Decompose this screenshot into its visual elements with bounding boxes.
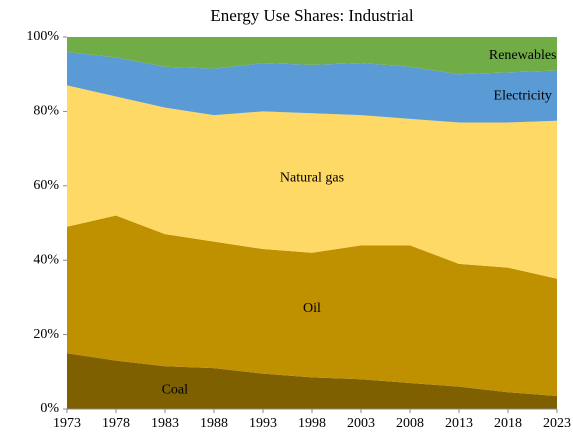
area: [67, 37, 557, 75]
y-tick-label: 60%: [33, 178, 59, 193]
series-label: Coal: [162, 383, 189, 398]
area: [67, 85, 557, 279]
x-tick-label: 1973: [53, 416, 81, 431]
area: [67, 51, 557, 123]
series-label: Natural gas: [280, 171, 344, 186]
x-tick-label: 2013: [445, 416, 473, 431]
x-tick-label: 2008: [396, 416, 424, 431]
y-tick-label: 0%: [40, 401, 59, 416]
x-tick-label: 2018: [494, 416, 522, 431]
x-tick-label: 1998: [298, 416, 326, 431]
series-label: Renewables: [489, 48, 557, 63]
y-tick-label: 20%: [33, 327, 59, 342]
area: [67, 353, 557, 409]
x-tick-label: 2003: [347, 416, 375, 431]
series-label: Oil: [303, 301, 321, 316]
y-tick-label: 80%: [33, 104, 59, 119]
x-tick-label: 2023: [543, 416, 571, 431]
x-tick-label: 1978: [102, 416, 130, 431]
chart-title: Energy Use Shares: Industrial: [210, 6, 413, 25]
area: [67, 215, 557, 396]
series-label: Electricity: [494, 89, 552, 104]
x-tick-label: 1988: [200, 416, 228, 431]
x-tick-label: 1983: [151, 416, 179, 431]
y-tick-label: 40%: [33, 252, 59, 267]
y-tick-label: 100%: [26, 29, 59, 44]
x-tick-label: 1993: [249, 416, 277, 431]
